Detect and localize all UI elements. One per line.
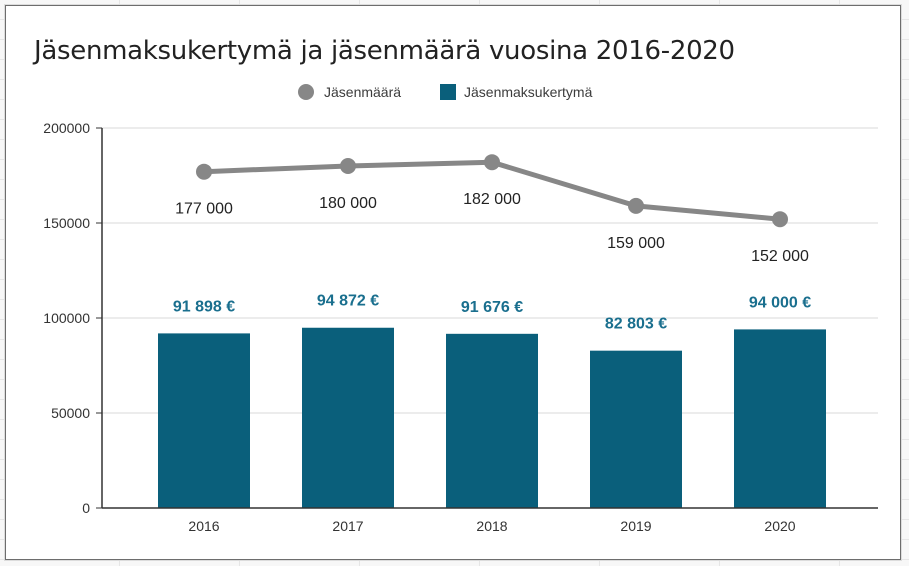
- bar-2017[interactable]: [302, 327, 394, 508]
- legend-marker-jasenmaksukertyma: [440, 84, 456, 100]
- y-tick-label: 50000: [51, 405, 90, 421]
- line-data-label: 182 000: [463, 191, 521, 208]
- line-point-2018[interactable]: [484, 154, 500, 171]
- legend-label: Jäsenmäärä: [324, 84, 401, 100]
- bar-2016[interactable]: [158, 333, 250, 508]
- x-tick-label: 2016: [188, 518, 219, 534]
- bar-data-label: 82 803 €: [605, 316, 667, 333]
- x-tick-label: 2017: [332, 518, 363, 534]
- chart-title: Jäsenmaksukertymä ja jäsenmäärä vuosina …: [34, 36, 735, 66]
- bar-data-label: 91 898 €: [173, 298, 235, 315]
- line-point-2016[interactable]: [196, 163, 212, 180]
- line-data-label: 177 000: [175, 201, 233, 218]
- legend-label: Jäsenmaksukertymä: [464, 84, 593, 100]
- bar-data-label: 94 000 €: [749, 294, 811, 311]
- y-tick-label: 100000: [43, 310, 90, 326]
- y-tick-label: 200000: [43, 120, 90, 136]
- x-tick-label: 2018: [476, 518, 507, 534]
- y-tick-label: 150000: [43, 215, 90, 231]
- line-data-label: 180 000: [319, 195, 377, 212]
- bar-data-label: 94 872 €: [317, 293, 379, 310]
- line-data-label: 159 000: [607, 235, 665, 252]
- bar-2018[interactable]: [446, 333, 538, 508]
- line-data-label: 152 000: [751, 248, 809, 265]
- legend-marker-jasenmaara: [298, 84, 314, 100]
- line-point-2019[interactable]: [628, 197, 644, 214]
- x-tick-label: 2019: [620, 518, 651, 534]
- bar-data-label: 91 676 €: [461, 299, 523, 316]
- y-tick-label: 0: [82, 500, 90, 516]
- x-tick-label: 2020: [764, 518, 795, 534]
- line-point-2020[interactable]: [772, 211, 788, 228]
- bar-2020[interactable]: [734, 329, 826, 508]
- bar-2019[interactable]: [590, 350, 682, 508]
- chart-container[interactable]: Jäsenmaksukertymä ja jäsenmäärä vuosina …: [5, 5, 901, 560]
- chart-plot: 0 50000 100000 150000 200000 91 898 € 94 872 €…: [43, 84, 878, 534]
- line-point-2017[interactable]: [340, 158, 356, 174]
